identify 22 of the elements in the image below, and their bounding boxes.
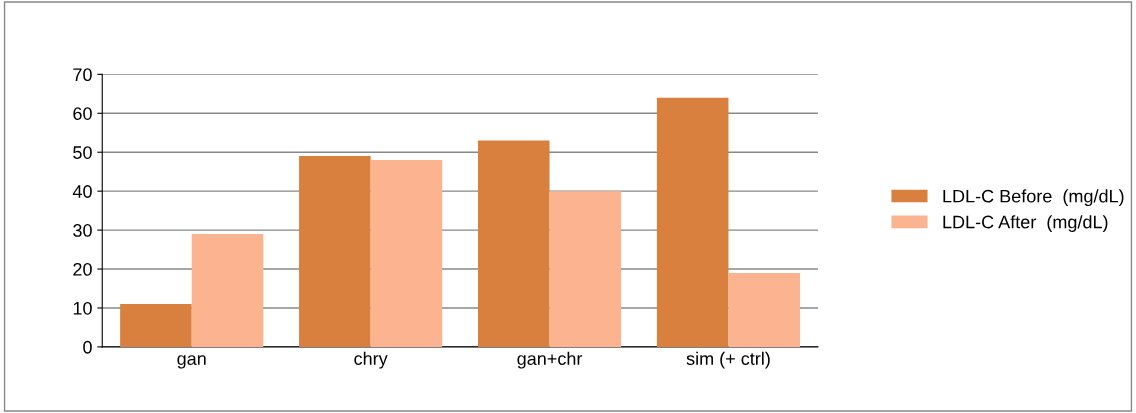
bar	[549, 191, 622, 347]
y-tick-label: 30	[73, 224, 92, 237]
legend-label: LDL-C Before (mg/dL)	[943, 189, 1124, 207]
bar	[299, 156, 371, 347]
bar	[191, 233, 264, 347]
y-tick-label: 60	[73, 107, 92, 120]
y-tick-label: 10	[73, 301, 92, 315]
legend-label: LDL-C After (mg/dL)	[943, 215, 1108, 232]
x-tick-label: gan	[177, 355, 206, 369]
x-tick-label: gan+chr	[517, 351, 583, 369]
y-tick-label: 20	[73, 262, 92, 276]
bar	[728, 272, 801, 347]
y-tick-label: 70	[73, 68, 92, 82]
bar	[370, 160, 443, 347]
y-tick-label: 40	[72, 185, 92, 198]
bar	[120, 304, 192, 347]
y-tick-label: 0	[83, 340, 92, 354]
x-tick-label: sim (+ ctrl)	[686, 351, 770, 369]
y-tick-label: 50	[73, 146, 92, 159]
x-tick-label: chry	[354, 351, 388, 369]
bar	[477, 140, 550, 347]
bar	[656, 97, 729, 347]
